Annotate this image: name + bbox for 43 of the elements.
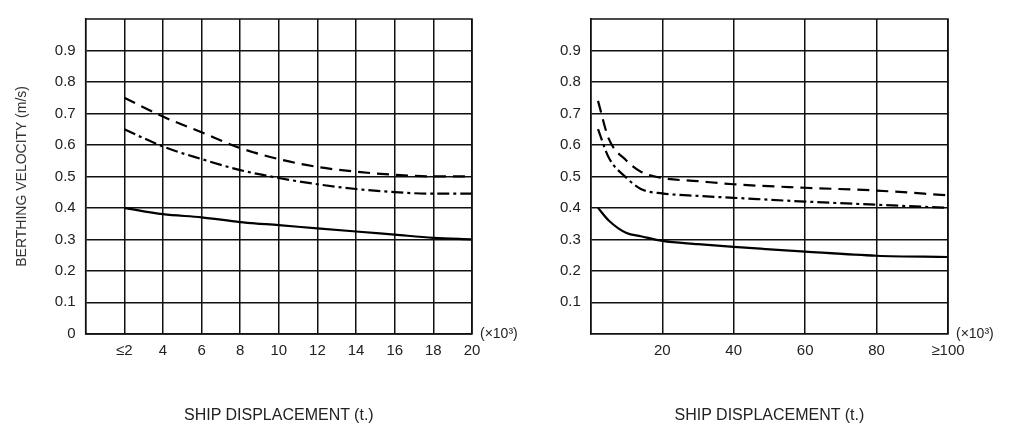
- y-tick-label: 0.8: [54, 72, 76, 90]
- line-series: [596, 206, 948, 259]
- y-tick-label: 0.7: [54, 103, 76, 121]
- x-tick-label: 12: [309, 340, 326, 358]
- x-tick-label: 40: [725, 340, 743, 358]
- x-tick-label: 60: [796, 340, 814, 358]
- x-tick-label: 16: [386, 340, 404, 358]
- x-tick-label: 20: [463, 340, 481, 358]
- x-axis-title: SHIP DISPLACEMENT (t.): [183, 405, 374, 423]
- y-tick-label: 0.8: [559, 72, 581, 90]
- y-tick-label: 0.5: [54, 166, 76, 184]
- x-tick-label: 80: [868, 340, 885, 358]
- y-tick-label: 0.2: [54, 260, 76, 278]
- x-tick-label: 20: [653, 340, 671, 358]
- y-tick-label: 0.4: [559, 198, 581, 216]
- y-tick-label: 0.1: [559, 292, 581, 310]
- y-tick-label: 0: [67, 323, 76, 341]
- y-tick-label: 0.9: [54, 40, 76, 58]
- x-tick-label: 4: [158, 340, 168, 358]
- y-tick-label: 0.6: [559, 135, 581, 153]
- x-tick-label: ≤2: [116, 340, 133, 358]
- y-tick-label: 0.3: [559, 229, 581, 247]
- y-tick-label: 0.2: [559, 260, 581, 278]
- x-tick-label: ≥100: [931, 340, 965, 358]
- line-series: [123, 128, 472, 195]
- y-tick-label: 0.9: [559, 40, 581, 58]
- text: (×10³): [480, 324, 518, 341]
- x-tick-label: 6: [197, 340, 206, 358]
- line-series: [123, 206, 472, 241]
- x-tick-label: 14: [347, 340, 365, 358]
- y-tick-label: 0.6: [54, 135, 76, 153]
- x-axis-title: SHIP DISPLACEMENT (t.): [674, 405, 865, 423]
- y-tick-label: 0.1: [54, 292, 76, 310]
- y-tick-label: 0.4: [54, 198, 76, 216]
- y-tick-label: 0.3: [54, 229, 76, 247]
- x-tick-label: 8: [236, 340, 245, 358]
- text: (×10³): [956, 324, 994, 341]
- line-series: [596, 99, 948, 197]
- y-tick-label: 0.7: [559, 103, 581, 121]
- x-tick-label: 18: [425, 340, 442, 358]
- y-axis-title: BERTHING VELOCITY (m/s): [13, 86, 30, 267]
- x-tick-label: 10: [270, 340, 288, 358]
- y-tick-label: 0.5: [559, 166, 581, 184]
